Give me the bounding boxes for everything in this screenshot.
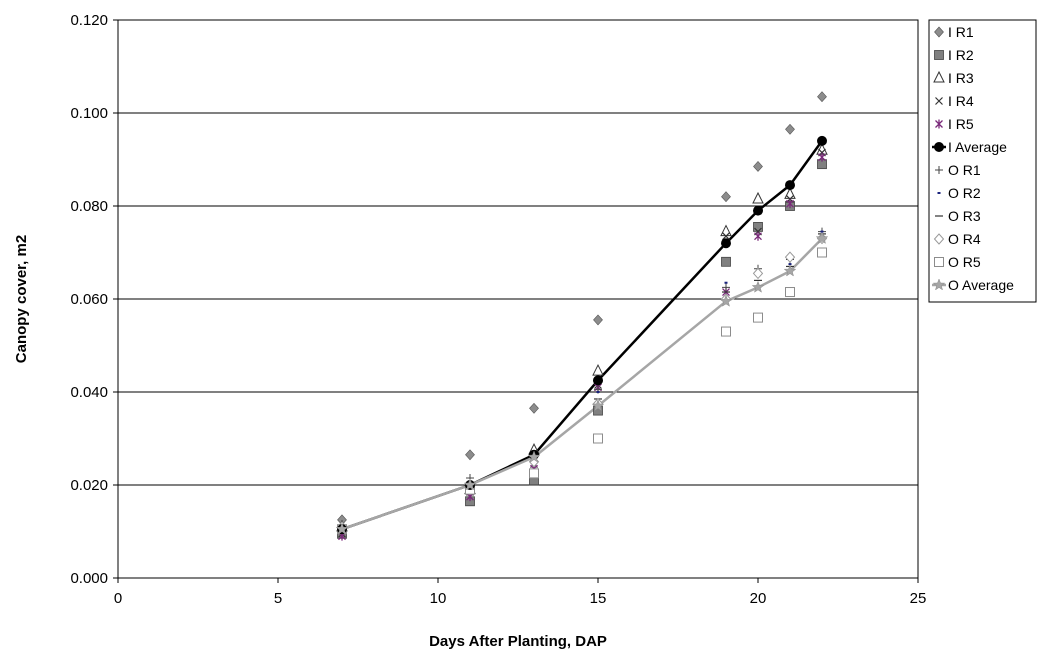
legend-item-o-r2: O R2 — [937, 185, 981, 201]
point-i-r2 — [753, 222, 763, 232]
point-o-average — [527, 450, 541, 463]
legend-label: I Average — [948, 139, 1007, 155]
legend-item-o-r1: O R1 — [935, 162, 981, 178]
legend-item-i-r4: I R4 — [935, 93, 974, 109]
y-tick-label: 0.060 — [70, 291, 108, 308]
x-tick-label: 15 — [590, 590, 607, 607]
x-tick-label: 0 — [114, 590, 122, 607]
point-i-r1 — [465, 449, 475, 461]
legend-marker-i-average — [934, 142, 944, 152]
legend-marker-i-r4 — [935, 97, 943, 105]
point-o-r5 — [529, 468, 539, 479]
point-o-r1 — [722, 283, 730, 292]
legend-item-i-r1: I R1 — [934, 24, 974, 40]
point-o-r5 — [785, 287, 795, 298]
legend-label: I R4 — [948, 93, 974, 109]
point-i-r1 — [753, 161, 763, 172]
y-tick-label: 0.080 — [70, 198, 108, 215]
x-axis-title: Days After Planting, DAP — [429, 633, 607, 650]
x-tick-label: 10 — [430, 590, 447, 607]
legend-marker-i-r1 — [934, 26, 944, 38]
point-i-r1 — [721, 191, 731, 203]
point-o-average — [751, 280, 765, 293]
point-i-r1 — [593, 314, 603, 326]
legend-marker-i-r2 — [934, 50, 944, 60]
y-tick-label: 0.120 — [70, 12, 108, 29]
point-i-r3 — [592, 363, 604, 376]
point-i-average — [593, 375, 603, 386]
series-line-o-average — [341, 237, 823, 531]
legend-item-o-r3: O R3 — [935, 208, 981, 224]
y-tick-label: 0.000 — [70, 570, 108, 587]
point-i-r1 — [785, 123, 795, 135]
x-tick-label: 5 — [274, 590, 282, 607]
point-i-r1 — [817, 91, 827, 103]
point-i-r2 — [721, 256, 731, 267]
legend-label: I R1 — [948, 24, 974, 40]
point-i-r1 — [529, 402, 539, 414]
point-i-r5 — [754, 231, 762, 241]
point-o-average — [591, 399, 605, 412]
point-i-r5 — [818, 152, 826, 162]
legend-label: O R4 — [948, 231, 981, 247]
legend-item-i-r5: I R5 — [935, 116, 974, 132]
legend-label: O R2 — [948, 185, 981, 201]
y-axis-title: Canopy cover, m2 — [13, 235, 30, 363]
legend-label: I R3 — [948, 70, 974, 86]
y-tick-label: 0.040 — [70, 384, 108, 401]
point-o-average — [335, 522, 349, 535]
legend-item-i-average: I Average — [932, 139, 1007, 155]
legend-marker-i-r3 — [933, 70, 945, 83]
x-tick-label: 20 — [750, 590, 767, 607]
legend-marker-o-r1 — [935, 166, 943, 174]
point-o-r5 — [817, 247, 827, 258]
legend-marker-o-r4 — [933, 233, 945, 245]
point-i-r5 — [786, 199, 794, 209]
point-o-average — [783, 264, 797, 277]
point-o-average — [719, 294, 733, 307]
average-lines — [341, 140, 824, 531]
legend-label: O Average — [948, 277, 1014, 293]
legend-marker-o-average — [932, 278, 946, 291]
series-line-i-average — [341, 140, 824, 531]
legend-marker-o-r5 — [934, 257, 944, 267]
point-i-average — [721, 238, 731, 249]
point-o-average — [463, 478, 477, 491]
legend-item-o-r5: O R5 — [934, 254, 981, 270]
legend-item-i-r3: I R3 — [933, 70, 974, 86]
point-i-average — [785, 180, 795, 191]
legend-item-o-average: O Average — [932, 277, 1014, 293]
gridlines — [118, 112, 918, 486]
point-o-r4 — [784, 251, 796, 263]
legend-label: O R5 — [948, 254, 981, 270]
point-i-r4 — [722, 232, 730, 241]
point-i-average — [753, 205, 763, 216]
y-tick-label: 0.100 — [70, 105, 108, 122]
legend-marker-i-r5 — [935, 119, 943, 129]
point-o-r4 — [752, 267, 764, 280]
x-axis-ticks: 0 5 10 15 20 25 — [114, 578, 927, 607]
point-i-r3 — [752, 191, 764, 204]
y-axis-ticks: 0.000 0.020 0.040 0.060 0.080 0.100 0.120 — [70, 12, 118, 587]
legend-label: I R5 — [948, 116, 974, 132]
legend-item-i-r2: I R2 — [934, 47, 974, 63]
data-points — [335, 91, 829, 541]
legend: I R1 I R2 I R3 I R4 I R5 I Average O R1 O R2 O R… — [928, 19, 1037, 303]
y-tick-label: 0.020 — [70, 477, 108, 494]
point-o-r5 — [753, 312, 763, 323]
point-i-average — [817, 135, 827, 146]
legend-label: O R3 — [948, 208, 981, 224]
legend-label: O R1 — [948, 162, 981, 178]
point-i-r3 — [720, 224, 732, 237]
point-o-r5 — [721, 326, 731, 337]
point-o-average — [815, 231, 829, 244]
legend-label: I R2 — [948, 47, 974, 63]
x-tick-label: 25 — [910, 590, 927, 607]
point-o-r5 — [593, 433, 603, 444]
legend-box — [928, 19, 1037, 303]
legend-item-o-r4: O R4 — [933, 231, 981, 247]
